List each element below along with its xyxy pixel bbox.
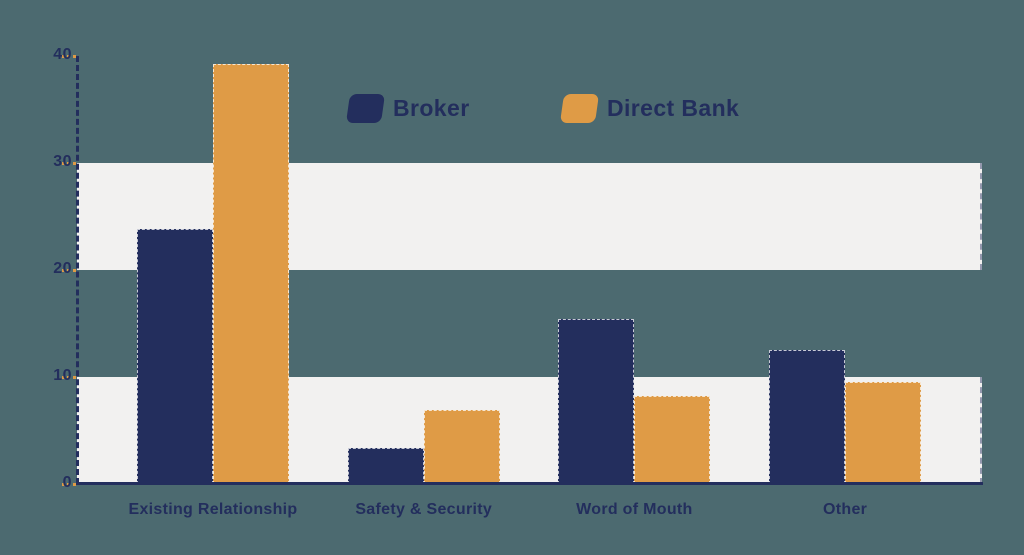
- bar-direct-bank-4: [845, 382, 922, 484]
- plot-area: [76, 56, 982, 484]
- y-axis-label-10: 10: [53, 367, 72, 384]
- legend-label-direct-bank: Direct Bank: [607, 94, 740, 121]
- bar-direct-bank-3: [634, 396, 711, 484]
- y-tick-20: [62, 269, 76, 272]
- x-axis-label-4: Other: [823, 501, 868, 518]
- bar-broker-4: [769, 350, 846, 484]
- bar-group-4: [769, 56, 922, 484]
- bar-broker-1: [137, 229, 213, 484]
- x-axis-label-2: Safety & Security: [355, 501, 493, 518]
- bar-group-3: [558, 56, 711, 484]
- y-axis-label-0: 0: [62, 474, 72, 491]
- bar-direct-bank-2: [423, 410, 500, 484]
- legend-item-broker: Broker: [345, 92, 470, 124]
- bar-broker-2: [347, 447, 424, 484]
- y-axis-label-20: 20: [53, 260, 72, 277]
- bar-group-1: [137, 56, 289, 484]
- bar-direct-bank-1: [213, 63, 289, 484]
- y-axis-label-30: 30: [53, 153, 72, 170]
- legend-label-broker: Broker: [393, 94, 470, 121]
- broker-swatch-icon: [345, 93, 386, 123]
- direct-bank-swatch-icon: [559, 93, 600, 123]
- x-axis-label-1: Existing Relationship: [128, 501, 298, 518]
- y-tick-30: [62, 162, 76, 165]
- y-tick-0: [62, 483, 76, 486]
- x-axis: [76, 482, 983, 485]
- y-tick-40: [62, 55, 76, 58]
- bar-group-2: [347, 56, 500, 484]
- y-tick-10: [62, 376, 76, 379]
- bar-broker-3: [558, 319, 635, 484]
- y-axis-label-40: 40: [53, 46, 72, 63]
- y-axis: [76, 56, 79, 484]
- x-axis-label-3: Word of Mouth: [576, 501, 693, 518]
- legend-item-direct-bank: Direct Bank: [559, 92, 740, 124]
